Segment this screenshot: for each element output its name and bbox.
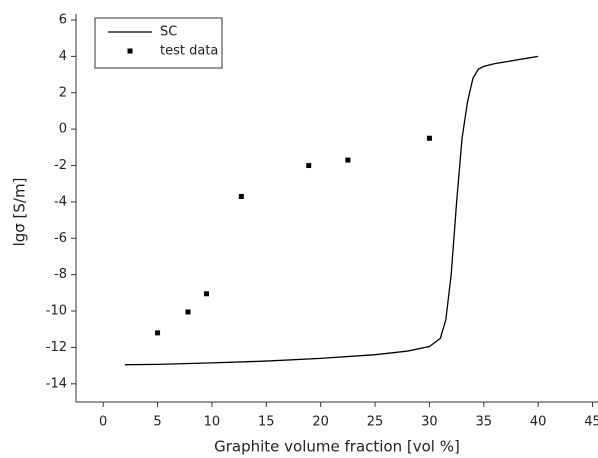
data-point	[238, 193, 244, 199]
y-axis-title: lgσ [S/m]	[11, 178, 29, 247]
legend-label: test data	[160, 44, 218, 59]
data-point	[345, 157, 351, 163]
sc-line	[124, 55, 539, 366]
data-point	[306, 163, 312, 169]
x-tick-label: 40	[530, 415, 547, 430]
x-tick-label: 20	[312, 415, 329, 430]
legend-box	[94, 17, 223, 69]
x-tick-label: 0	[99, 415, 107, 430]
legend-label: SC	[160, 25, 177, 40]
x-tick-label: 5	[153, 415, 161, 430]
x-tick-label: 10	[204, 415, 221, 430]
y-tick-label: 6	[59, 13, 67, 28]
legend-marker	[127, 48, 133, 54]
x-tick-label: 45	[584, 415, 598, 430]
y-tick-label: 0	[59, 122, 67, 137]
x-axis-title: Graphite volume fraction [vol %]	[214, 438, 460, 456]
y-tick-label: -4	[54, 194, 67, 209]
data-point	[185, 309, 191, 315]
data-point	[204, 291, 209, 297]
x-tick-label: 30	[421, 415, 438, 430]
y-tick-label: 2	[59, 85, 67, 100]
y-tick-label: -14	[46, 376, 67, 391]
y-tick-label: -2	[54, 158, 67, 173]
data-point	[426, 135, 432, 141]
x-tick-label: 25	[367, 415, 384, 430]
data-point	[155, 330, 161, 336]
x-tick-label: 35	[476, 415, 493, 430]
y-tick-label: -10	[46, 304, 67, 319]
y-tick-label: -8	[54, 267, 67, 282]
y-tick-label: -12	[46, 340, 67, 355]
x-tick-label: 15	[258, 415, 275, 430]
y-tick-label: 4	[59, 49, 67, 64]
y-tick-label: -6	[54, 231, 67, 246]
